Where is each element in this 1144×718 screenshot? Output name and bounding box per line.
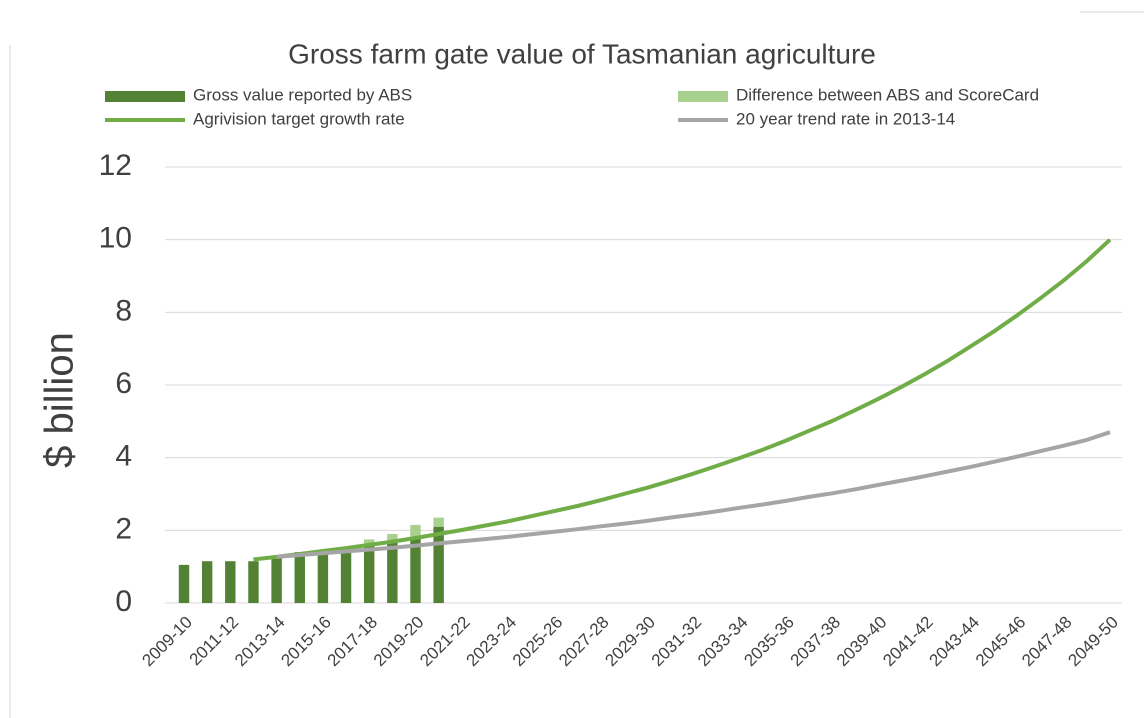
bar (248, 561, 259, 603)
x-tick-label: 2047-48 (1018, 613, 1076, 671)
y-tick-label: 10 (99, 222, 132, 255)
x-tick-label: 2027-28 (555, 613, 613, 671)
y-tick-label: 0 (115, 585, 132, 618)
chart-title: Gross farm gate value of Tasmanian agric… (288, 38, 876, 69)
x-tick-label: 2043-44 (926, 613, 984, 671)
legend-label: Agrivision target growth rate (193, 109, 405, 128)
line (253, 238, 1112, 562)
x-tick-label: 2029-30 (601, 613, 659, 671)
bar (387, 541, 398, 603)
bar (410, 537, 421, 603)
x-tick-label: 2025-26 (509, 613, 567, 671)
x-tick-label: 2017-18 (324, 613, 382, 671)
legend-label: 20 year trend rate in 2013-14 (736, 109, 955, 128)
x-tick-label: 2015-16 (277, 613, 335, 671)
x-tick-label: 2031-32 (648, 613, 706, 671)
bar (410, 524, 421, 538)
bar (433, 526, 444, 603)
line (276, 430, 1111, 559)
bar (294, 552, 305, 603)
y-axis-label: $ billion (38, 332, 82, 468)
x-tick-label: 2045-46 (972, 613, 1030, 671)
legend-swatch (105, 91, 185, 102)
bar (363, 544, 375, 603)
x-tick-label: 2049-50 (1064, 613, 1122, 671)
x-tick-label: 2033-34 (694, 613, 752, 671)
bar (433, 517, 444, 527)
bar (178, 564, 190, 603)
legend-label: Difference between ABS and ScoreCard (736, 85, 1039, 104)
x-tick-label: 2037-38 (787, 613, 845, 671)
x-tick-label: 2039-40 (833, 613, 891, 671)
y-tick-label: 12 (99, 149, 132, 182)
legend-label: Gross value reported by ABS (193, 85, 412, 104)
x-tick-label: 2019-20 (370, 613, 428, 671)
x-tick-label: 2035-36 (740, 613, 798, 671)
y-tick-label: 8 (115, 294, 132, 327)
x-tick-label: 2023-24 (463, 613, 521, 671)
bar (201, 561, 213, 603)
bar (363, 539, 375, 545)
bar (271, 557, 282, 603)
bar (387, 533, 398, 542)
x-tick-label: 2013-14 (231, 613, 289, 671)
x-tick-label: 2041-42 (879, 613, 937, 671)
bar (317, 550, 329, 603)
y-tick-label: 6 (115, 367, 132, 400)
y-tick-label: 4 (115, 440, 132, 473)
bar (225, 561, 236, 603)
bar (340, 548, 352, 603)
legend-swatch (678, 91, 728, 102)
x-tick-label: 2009-10 (138, 613, 196, 671)
x-tick-label: 2021-22 (416, 613, 474, 671)
y-tick-label: 2 (115, 512, 132, 545)
